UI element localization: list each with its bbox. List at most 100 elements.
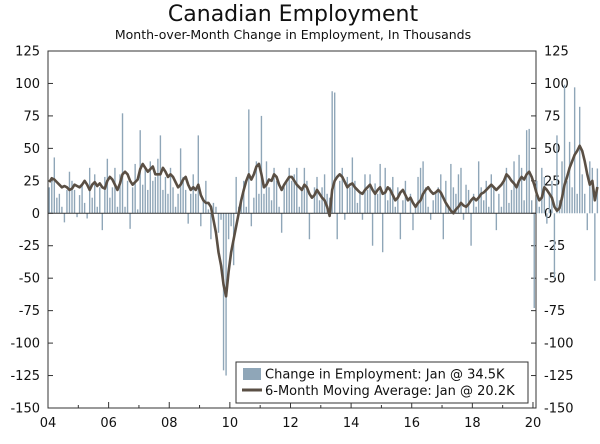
bar [359, 193, 361, 214]
bar [174, 206, 177, 214]
bar [286, 180, 288, 214]
y-tick-label-left: -150 [10, 402, 40, 417]
bar [207, 209, 210, 214]
bar [265, 161, 268, 214]
bar [568, 141, 571, 214]
bar [179, 148, 182, 214]
plot-area [47, 50, 537, 409]
legend-label-bars: Change in Employment: Jan @ 34.5K [265, 368, 505, 383]
bar [531, 200, 533, 214]
bar [73, 189, 76, 214]
bar [394, 206, 396, 214]
bar [548, 193, 551, 214]
bar [533, 213, 535, 309]
bar [553, 213, 556, 279]
moving-average-series [48, 144, 599, 298]
bar [498, 193, 500, 214]
bar [561, 161, 563, 214]
bar [374, 183, 376, 214]
legend: Change in Employment: Jan @ 34.5K 6-Mont… [235, 361, 529, 404]
legend-swatch-bars [243, 368, 261, 380]
bar [341, 167, 343, 214]
bar [546, 213, 548, 224]
bar [101, 213, 103, 231]
bar [167, 193, 169, 214]
y-tick-label-right: -75 [544, 304, 565, 319]
bar [182, 176, 184, 214]
bar [56, 197, 58, 214]
y-tick-label-left: 100 [15, 77, 40, 92]
bar [364, 174, 366, 214]
x-tick-label: 20 [525, 416, 542, 431]
bar [483, 200, 485, 214]
bar [480, 187, 482, 214]
y-tick-label-right: 0 [544, 207, 552, 222]
legend-box [235, 361, 529, 404]
y-tick-label-left: 50 [23, 142, 40, 157]
bar [515, 187, 518, 214]
bar [339, 180, 341, 214]
bar [467, 189, 470, 214]
bar [212, 202, 215, 214]
x-tick-label: 14 [343, 416, 360, 431]
bar [210, 213, 212, 240]
bar [263, 193, 265, 214]
x-axis: 04 06 08 10 12 14 16 18 20 [40, 402, 542, 431]
bar [53, 157, 56, 214]
bar [255, 161, 258, 214]
bar [414, 206, 417, 214]
bar [66, 189, 68, 214]
bar [323, 174, 326, 214]
bar [83, 202, 86, 214]
y-tick-label-right: -125 [544, 369, 574, 384]
bar [149, 161, 151, 214]
bar [126, 180, 129, 214]
bar [124, 206, 126, 214]
bar [61, 206, 63, 214]
bar [510, 189, 513, 214]
bar [472, 193, 475, 214]
bar [48, 187, 50, 214]
bar [177, 193, 179, 214]
bar [589, 161, 591, 214]
bar [424, 187, 427, 214]
bar [63, 213, 66, 223]
bar [200, 213, 202, 227]
y-axis-left: 125 100 75 50 25 0 -25 -50 -75 -100 -125 -150 [10, 45, 53, 417]
bar [427, 206, 429, 214]
bar [500, 206, 503, 214]
bar [220, 213, 222, 220]
y-tick-label-left: -25 [19, 239, 40, 254]
bar [387, 200, 389, 214]
bar [460, 167, 462, 214]
bar [301, 187, 303, 214]
bar [457, 174, 460, 214]
bar [520, 167, 523, 214]
bar [157, 158, 159, 214]
bar [445, 180, 447, 214]
y-tick-label-left: 0 [32, 207, 40, 222]
bar [485, 180, 487, 214]
y-tick-label-right: 50 [544, 142, 561, 157]
bar [422, 161, 424, 214]
bar [346, 176, 349, 214]
bar [490, 174, 492, 214]
bar [576, 193, 578, 214]
bar [106, 158, 109, 214]
bar [573, 87, 576, 214]
bar [543, 176, 546, 214]
bar [465, 184, 467, 214]
bar [306, 180, 308, 214]
bar [429, 213, 432, 220]
bar [134, 163, 136, 214]
bar [227, 213, 230, 240]
legend-label-line: 6-Month Moving Average: Jan @ 20.2K [265, 384, 515, 399]
bar [513, 161, 515, 214]
bar [523, 200, 525, 214]
bar [190, 193, 192, 214]
bar [477, 161, 480, 214]
bar [399, 213, 402, 240]
bar [571, 187, 573, 214]
bar [142, 184, 144, 214]
